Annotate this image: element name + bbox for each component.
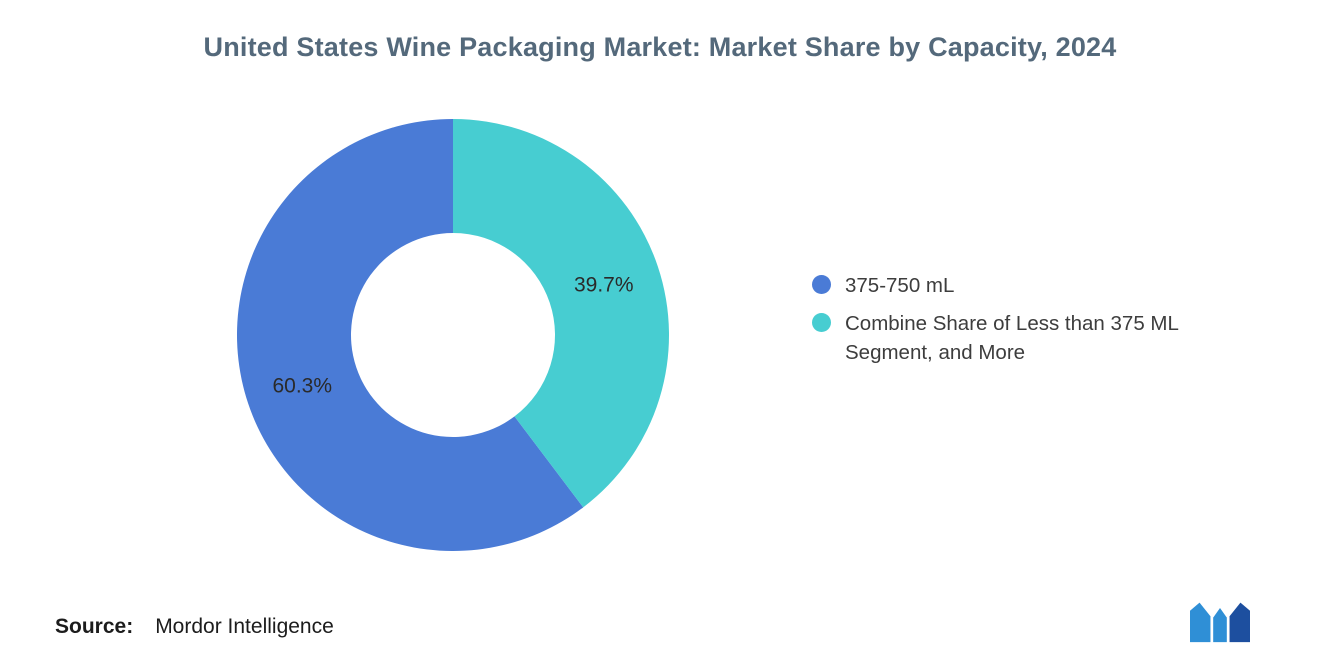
legend-item-375-750[interactable]: 375-750 mL	[812, 272, 1217, 300]
mordor-intelligence-logo-icon	[1190, 602, 1250, 643]
source-label: Source:	[55, 615, 134, 638]
legend-swatch-blue	[812, 275, 831, 294]
donut-chart: 60.3% 39.7%	[236, 118, 670, 552]
legend-label: Combine Share of Less than 375 ML Segmen…	[845, 312, 1179, 364]
source-line: Source: Mordor Intelligence	[55, 615, 334, 639]
donut-slice[interactable]	[453, 119, 669, 508]
donut-svg: 60.3% 39.7%	[236, 119, 669, 551]
slice-percent-label: 39.7%	[574, 273, 634, 296]
legend-item-combine-share[interactable]: Combine Share of Less than 375 ML Segmen…	[812, 310, 1217, 367]
source-text: Mordor Intelligence	[155, 615, 334, 638]
donut-slice[interactable]	[236, 119, 584, 551]
slice-percent-label: 60.3%	[272, 375, 332, 398]
legend: 375-750 mL Combine Share of Less than 37…	[812, 272, 1217, 367]
legend-swatch-teal	[812, 313, 831, 333]
page-title: United States Wine Packaging Market: Mar…	[203, 32, 1117, 62]
legend-label: 375-750 mL	[845, 274, 955, 297]
